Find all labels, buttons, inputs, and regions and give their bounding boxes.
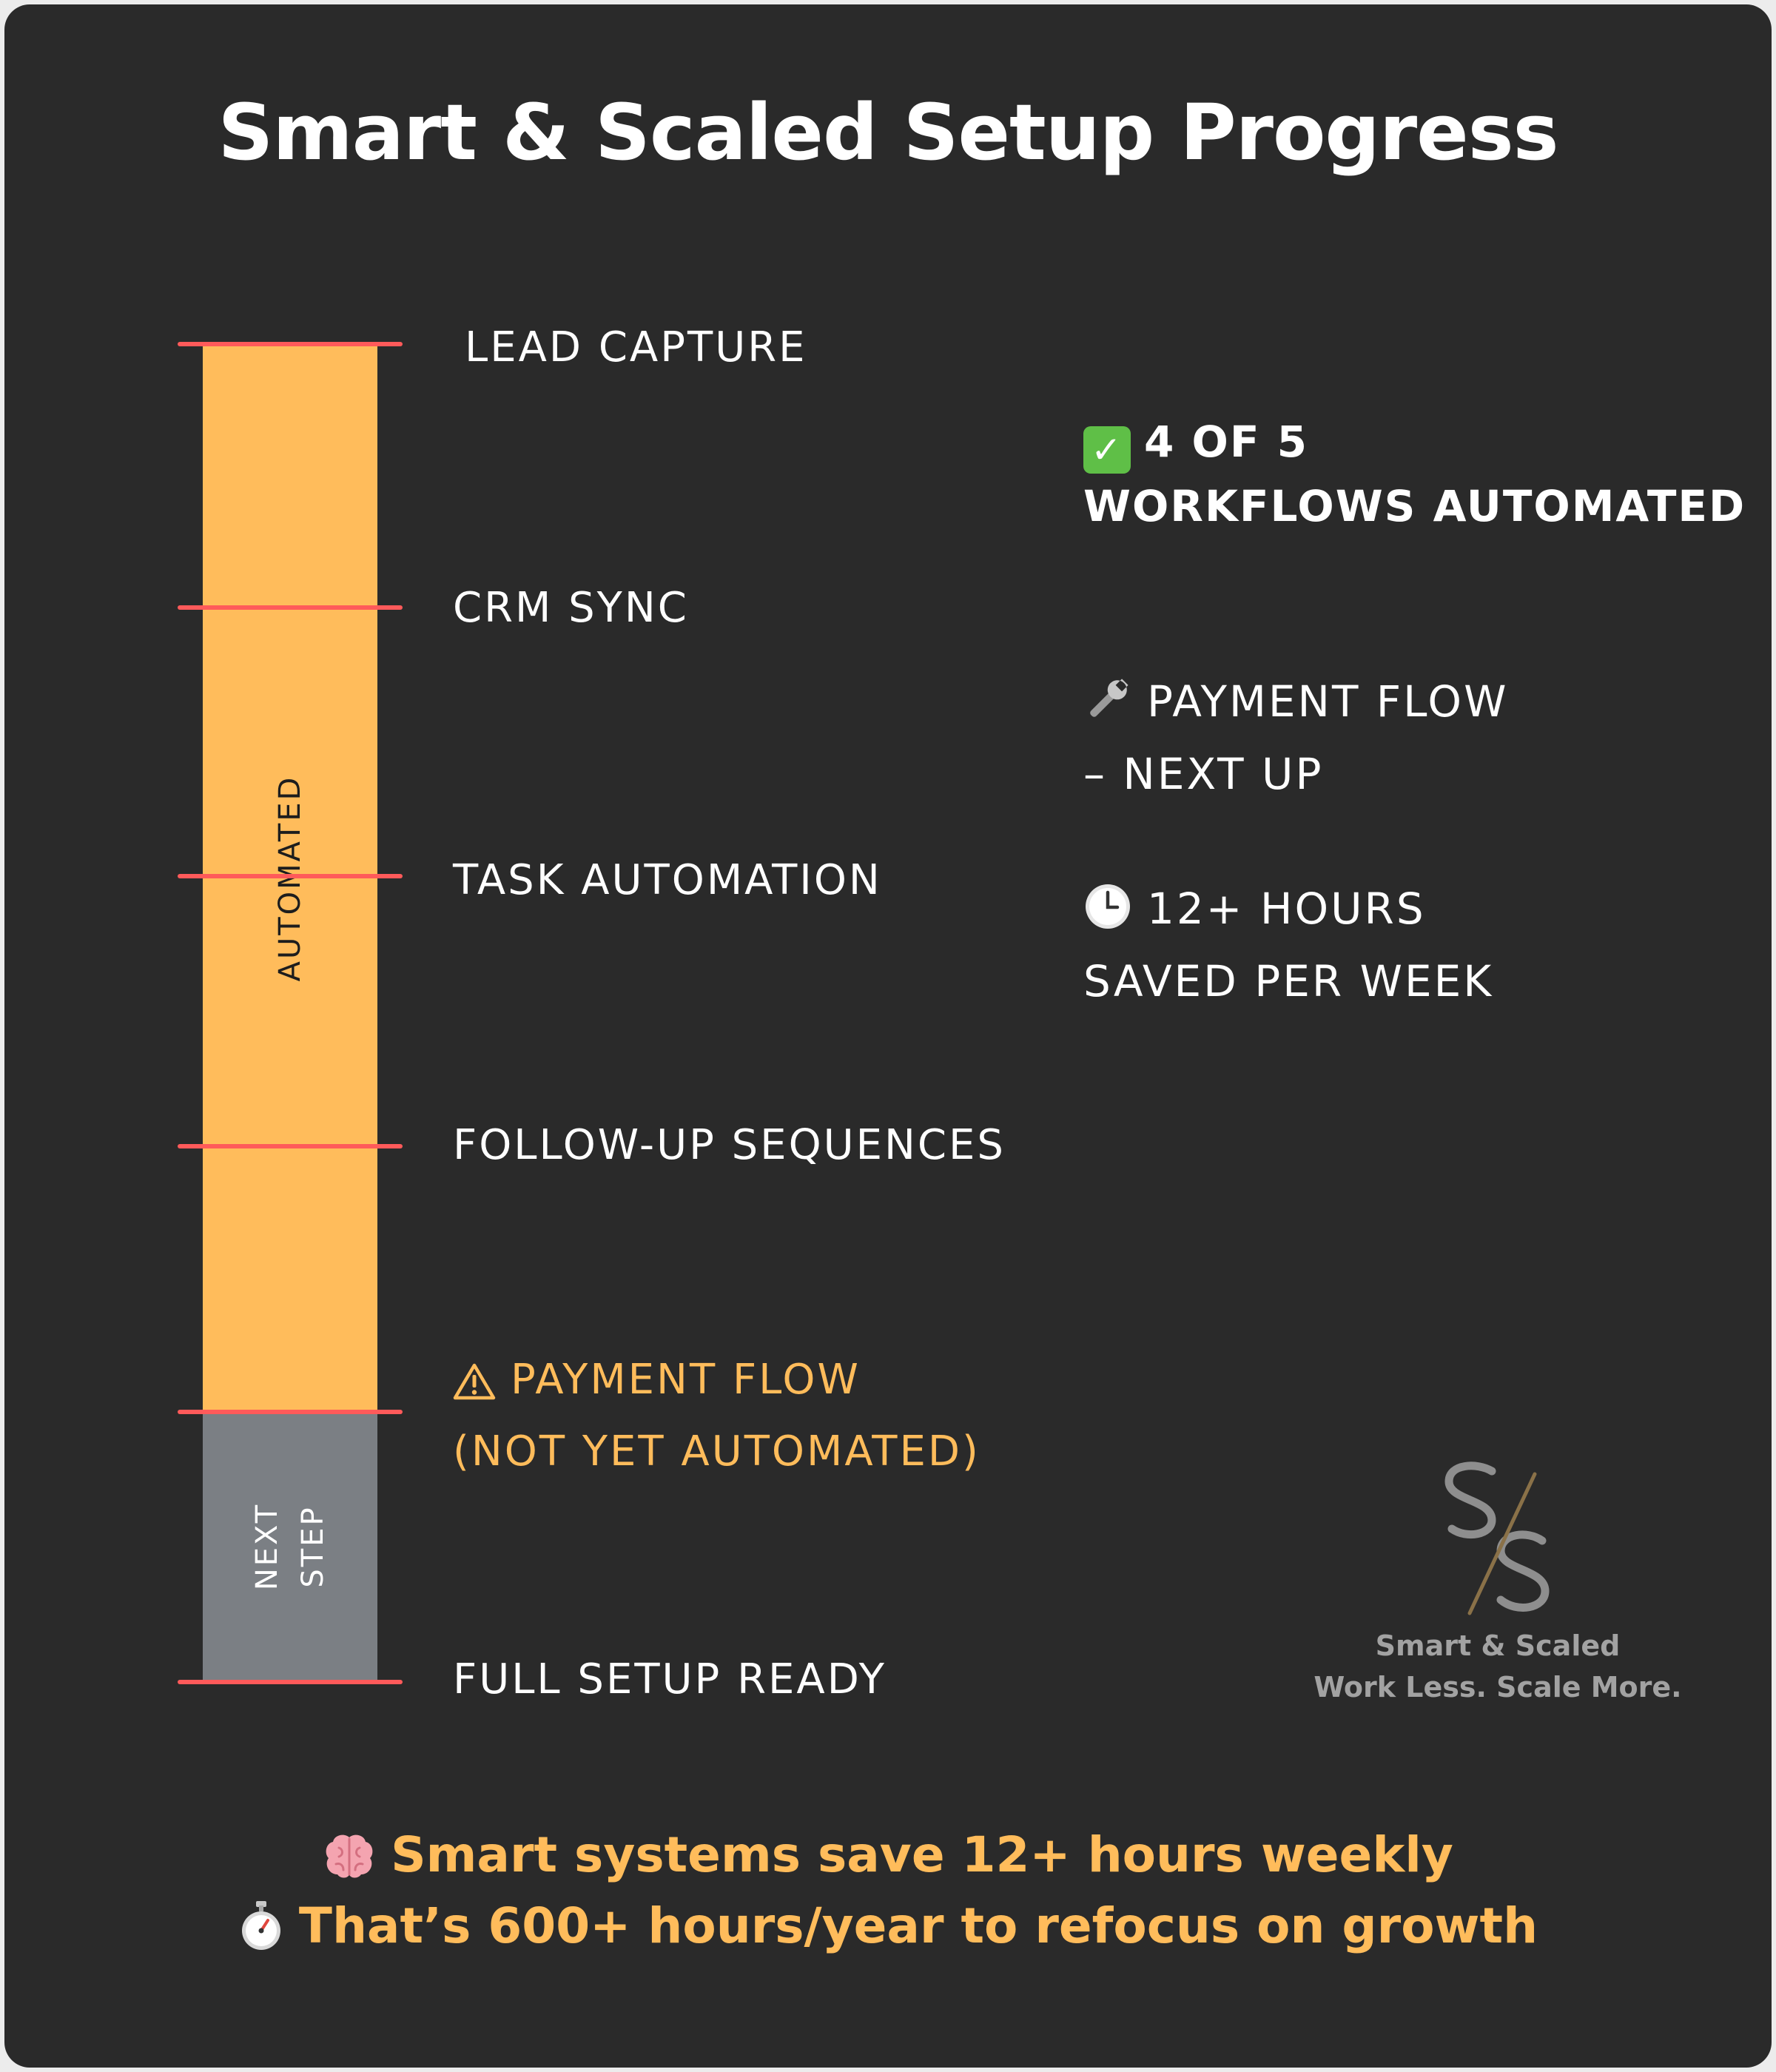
next-step-label-line-2: STEP [296, 1505, 330, 1588]
footer-line-1: Smart systems save 12+ hours weekly [0, 1826, 1776, 1892]
footer-line-2: That’s 600+ hours/year to refocus on gro… [0, 1897, 1776, 1963]
milestone-tick [178, 1680, 403, 1684]
milestone-task-automation: TASK AUTOMATION [453, 856, 882, 904]
milestone-crm-sync: CRM SYNC [453, 584, 689, 632]
milestone-payment-flow-title: PAYMENT FLOW [511, 1356, 861, 1404]
milestone-follow-up-sequences: FOLLOW-UP SEQUENCES [453, 1121, 1006, 1169]
automated-segment: AUTOMATED [203, 345, 377, 1412]
milestone-tick [178, 874, 403, 878]
check-mark-icon: ✓ [1083, 426, 1131, 474]
workflows-label: WORKFLOWS AUTOMATED [1083, 481, 1746, 531]
workflows-count: 4 OF 5 [1144, 417, 1309, 467]
hours-saved-value: 12+ HOURS [1147, 884, 1426, 934]
milestone-payment-flow-status: (NOT YET AUTOMATED) [453, 1427, 980, 1476]
workflows-automated-stat: ✓ 4 OF 5 WORKFLOWS AUTOMATED [1083, 410, 1746, 539]
milestone-tick [178, 1144, 403, 1148]
next-step-segment: NEXT STEP [203, 1412, 377, 1681]
milestone-payment-flow: PAYMENT FLOW (NOT YET AUTOMATED) [453, 1348, 980, 1484]
s-slash-s-monogram [1444, 1462, 1550, 1615]
hours-saved-label: SAVED PER WEEK [1083, 956, 1494, 1007]
milestone-tick [178, 1410, 403, 1414]
brand-logo: Smart & Scaled Work Less. Scale More. [1283, 1458, 1712, 1708]
warning-icon [453, 1356, 496, 1420]
brand-tagline: Work Less. Scale More. [1314, 1671, 1682, 1703]
next-up-title: PAYMENT FLOW [1147, 676, 1509, 727]
milestone-full-setup-ready: FULL SETUP READY [453, 1655, 887, 1703]
wrench-icon [1083, 675, 1132, 741]
next-up-stat: PAYMENT FLOW – NEXT UP [1083, 669, 1508, 807]
milestone-tick [178, 605, 403, 610]
page-title: Smart & Scaled Setup Progress [218, 87, 1558, 178]
milestone-lead-capture: LEAD CAPTURE [465, 323, 807, 371]
footer-line-1-text: Smart systems save 12+ hours weekly [391, 1826, 1453, 1883]
milestone-tick [178, 342, 403, 346]
next-step-segment-label: NEXT STEP [244, 1503, 336, 1590]
next-up-label: – NEXT UP [1083, 749, 1324, 800]
footer-line-2-text: That’s 600+ hours/year to refocus on gro… [298, 1897, 1538, 1954]
brand-name: Smart & Scaled [1375, 1629, 1621, 1662]
hours-saved-stat: 12+ HOURS SAVED PER WEEK [1083, 876, 1493, 1014]
next-step-label-line-1: NEXT [250, 1502, 284, 1591]
stopwatch-icon [238, 1900, 284, 1963]
clock-icon [1083, 882, 1132, 949]
automated-segment-label: AUTOMATED [273, 775, 307, 982]
brain-icon [323, 1832, 376, 1892]
